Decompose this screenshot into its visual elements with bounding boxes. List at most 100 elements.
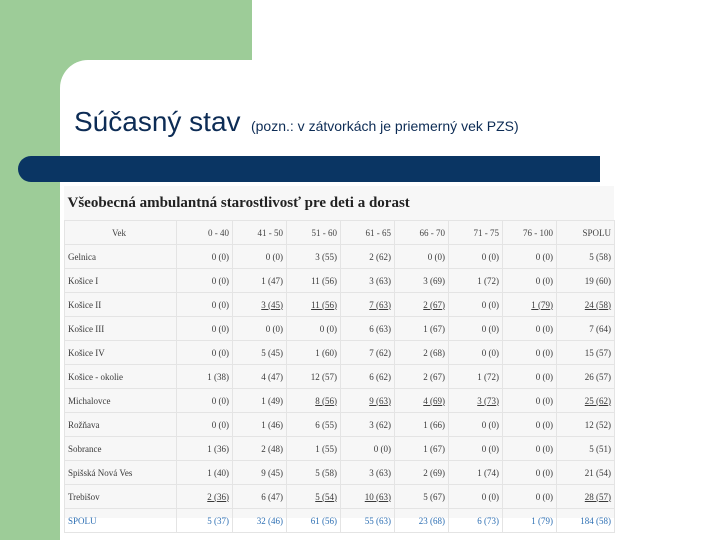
- header-cell: 66 - 70: [394, 220, 449, 245]
- total-cell: 5 (37): [176, 508, 233, 533]
- table-caption: Všeobecná ambulantná starostlivosť pre d…: [67, 194, 410, 211]
- table-cell: 1 (66): [394, 412, 449, 437]
- table-cell: 5 (58): [286, 460, 341, 485]
- header-cell: 61 - 65: [340, 220, 395, 245]
- header-cell: SPOLU: [555, 220, 616, 245]
- table-cell: 1 (72): [448, 268, 503, 293]
- table-row: Trebišov 2 (36) 6 (47) 5 (54) 10 (63) 5 (67) 0…: [64, 484, 616, 509]
- total-label: SPOLU: [64, 508, 177, 533]
- title-underline-bar: [18, 156, 600, 182]
- table-cell: 7 (62): [340, 340, 395, 365]
- table-row: Košice III 0 (0) 0 (0) 0 (0) 6 (63) 1 (67) 0 (…: [64, 316, 616, 341]
- table-cell: 5 (51): [555, 436, 616, 461]
- title-main: Súčasný stav: [74, 106, 241, 137]
- table-cell: 0 (0): [502, 244, 557, 269]
- table-cell: 0 (0): [394, 244, 449, 269]
- table-cell: 0 (0): [176, 388, 233, 413]
- table-cell: 0 (0): [502, 436, 557, 461]
- table-cell: 1 (60): [286, 340, 341, 365]
- table-cell: 12 (57): [286, 364, 341, 389]
- table-cell: 3 (55): [286, 244, 341, 269]
- table-cell: 5 (45): [232, 340, 287, 365]
- table-cell: 0 (0): [502, 340, 557, 365]
- table-cell: 11 (56): [286, 268, 341, 293]
- table-cell: 1 (49): [232, 388, 287, 413]
- table-cell: 10 (63): [340, 484, 395, 509]
- header-cell: 71 - 75: [448, 220, 503, 245]
- row-name: Sobrance: [64, 436, 177, 461]
- row-name: Košice IV: [64, 340, 177, 365]
- table-cell: 12 (52): [555, 412, 616, 437]
- table-cell: 3 (63): [340, 268, 395, 293]
- table-cell: 2 (69): [394, 460, 449, 485]
- table-cell: 2 (67): [394, 292, 449, 317]
- table-cell: 2 (36): [176, 484, 233, 509]
- row-name: Spišská Nová Ves: [64, 460, 177, 485]
- slide-title: Súčasný stav (pozn.: v zátvorkách je pri…: [74, 106, 519, 138]
- table-cell: 0 (0): [502, 484, 557, 509]
- table-cell: 26 (57): [555, 364, 616, 389]
- table-cell: 0 (0): [448, 436, 503, 461]
- table-cell: 0 (0): [340, 436, 395, 461]
- table-row: Košice - okolie 1 (38) 4 (47) 12 (57) 6 (62)…: [64, 364, 616, 389]
- table-row: Sobrance 1 (36) 2 (48) 1 (55) 0 (0) 1 (67) 0 (…: [64, 436, 616, 461]
- table-cell: 0 (0): [176, 244, 233, 269]
- table-cell: 7 (64): [555, 316, 616, 341]
- table-cell: 0 (0): [502, 316, 557, 341]
- table-cell: 0 (0): [448, 316, 503, 341]
- table-cell: 1 (72): [448, 364, 503, 389]
- table-cell: 6 (55): [286, 412, 341, 437]
- table-cell: 3 (62): [340, 412, 395, 437]
- table-cell: 1 (40): [176, 460, 233, 485]
- table-cell: 2 (62): [340, 244, 395, 269]
- table-container: Všeobecná ambulantná starostlivosť pre d…: [64, 186, 616, 533]
- table-cell: 0 (0): [502, 364, 557, 389]
- header-cell: 41 - 50: [232, 220, 287, 245]
- total-cell: 61 (56): [286, 508, 341, 533]
- table-cell: 1 (46): [232, 412, 287, 437]
- header-row: Vek 0 - 40 41 - 50 51 - 60 61 - 65 66 - 70 71 …: [64, 220, 616, 245]
- total-cell: 1 (79): [502, 508, 557, 533]
- table-cell: 0 (0): [286, 316, 341, 341]
- table-cell: 11 (56): [286, 292, 341, 317]
- table-cell: 0 (0): [448, 412, 503, 437]
- total-cell: 184 (58): [555, 508, 616, 533]
- table-cell: 24 (58): [555, 292, 616, 317]
- table-cell: 0 (0): [176, 292, 233, 317]
- table-cell: 1 (47): [232, 268, 287, 293]
- table-row: Rožňava 0 (0) 1 (46) 6 (55) 3 (62) 1 (66) 0 (0…: [64, 412, 616, 437]
- table-cell: 19 (60): [555, 268, 616, 293]
- table-cell: 4 (69): [394, 388, 449, 413]
- title-note: (pozn.: v zátvorkách je priemerný vek PZ…: [250, 118, 519, 134]
- table-row: Gelnica 0 (0) 0 (0) 3 (55) 2 (62) 0 (0) 0 (0) 0…: [64, 244, 616, 269]
- table-cell: 0 (0): [448, 340, 503, 365]
- header-cell: 0 - 40: [176, 220, 233, 245]
- decor-green-left: [0, 0, 60, 540]
- table-cell: 5 (58): [555, 244, 616, 269]
- table-cell: 15 (57): [555, 340, 616, 365]
- table-cell: 1 (67): [394, 436, 449, 461]
- table-cell: 3 (73): [448, 388, 503, 413]
- table-cell: 3 (63): [340, 460, 395, 485]
- table-cell: 2 (68): [394, 340, 449, 365]
- table-cell: 21 (54): [555, 460, 616, 485]
- table-cell: 25 (62): [555, 388, 616, 413]
- table-cell: 5 (54): [286, 484, 341, 509]
- table-cell: 0 (0): [448, 244, 503, 269]
- table-cell: 0 (0): [176, 316, 233, 341]
- row-name: Košice I: [64, 268, 177, 293]
- row-name: Rožňava: [64, 412, 177, 437]
- table-cell: 1 (36): [176, 436, 233, 461]
- row-name: Michalovce: [64, 388, 177, 413]
- row-name: Gelnica: [64, 244, 177, 269]
- table-cell: 0 (0): [448, 292, 503, 317]
- table-row: Košice IV 0 (0) 5 (45) 1 (60) 7 (62) 2 (68) 0 …: [64, 340, 616, 365]
- total-cell: 6 (73): [448, 508, 503, 533]
- table-cell: 4 (47): [232, 364, 287, 389]
- table-cell: 0 (0): [448, 484, 503, 509]
- header-cell: 76 - 100: [502, 220, 557, 245]
- header-cell: 51 - 60: [286, 220, 341, 245]
- total-cell: 32 (46): [232, 508, 287, 533]
- table-cell: 1 (74): [448, 460, 503, 485]
